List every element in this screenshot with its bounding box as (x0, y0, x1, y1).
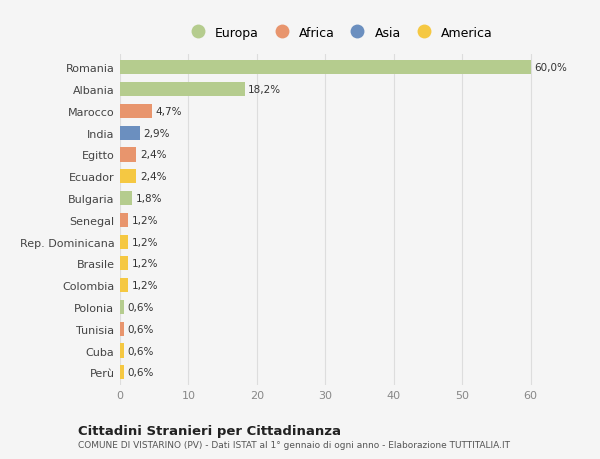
Bar (120, 300, 124, 314)
Bar (120, 191, 133, 206)
Text: 1,8%: 1,8% (136, 194, 162, 204)
Legend: Europa, Africa, Asia, America: Europa, Africa, Asia, America (180, 22, 498, 45)
Text: COMUNE DI VISTARINO (PV) - Dati ISTAT al 1° gennaio di ogni anno - Elaborazione : COMUNE DI VISTARINO (PV) - Dati ISTAT al… (78, 441, 510, 449)
Bar (120, 344, 124, 358)
Text: 2,9%: 2,9% (143, 129, 170, 138)
Text: 1,2%: 1,2% (131, 259, 158, 269)
Bar (120, 257, 128, 271)
Bar (120, 126, 140, 140)
Text: 60,0%: 60,0% (534, 63, 567, 73)
Text: 2,4%: 2,4% (140, 150, 166, 160)
Bar (120, 148, 136, 162)
Bar (120, 279, 128, 293)
Bar (120, 83, 245, 97)
Bar (120, 61, 530, 75)
Text: 0,6%: 0,6% (128, 302, 154, 312)
Bar (120, 105, 152, 119)
Text: 1,2%: 1,2% (131, 237, 158, 247)
Text: 1,2%: 1,2% (131, 215, 158, 225)
Text: 4,7%: 4,7% (155, 106, 182, 117)
Text: 1,2%: 1,2% (131, 280, 158, 291)
Text: 0,6%: 0,6% (128, 368, 154, 377)
Bar (120, 322, 124, 336)
Bar (120, 170, 136, 184)
Text: 18,2%: 18,2% (248, 85, 281, 95)
Bar (120, 235, 128, 249)
Text: 0,6%: 0,6% (128, 324, 154, 334)
Text: 0,6%: 0,6% (128, 346, 154, 356)
Text: 2,4%: 2,4% (140, 172, 166, 182)
Bar (120, 365, 124, 380)
Bar (120, 213, 128, 227)
Text: Cittadini Stranieri per Cittadinanza: Cittadini Stranieri per Cittadinanza (78, 424, 341, 437)
